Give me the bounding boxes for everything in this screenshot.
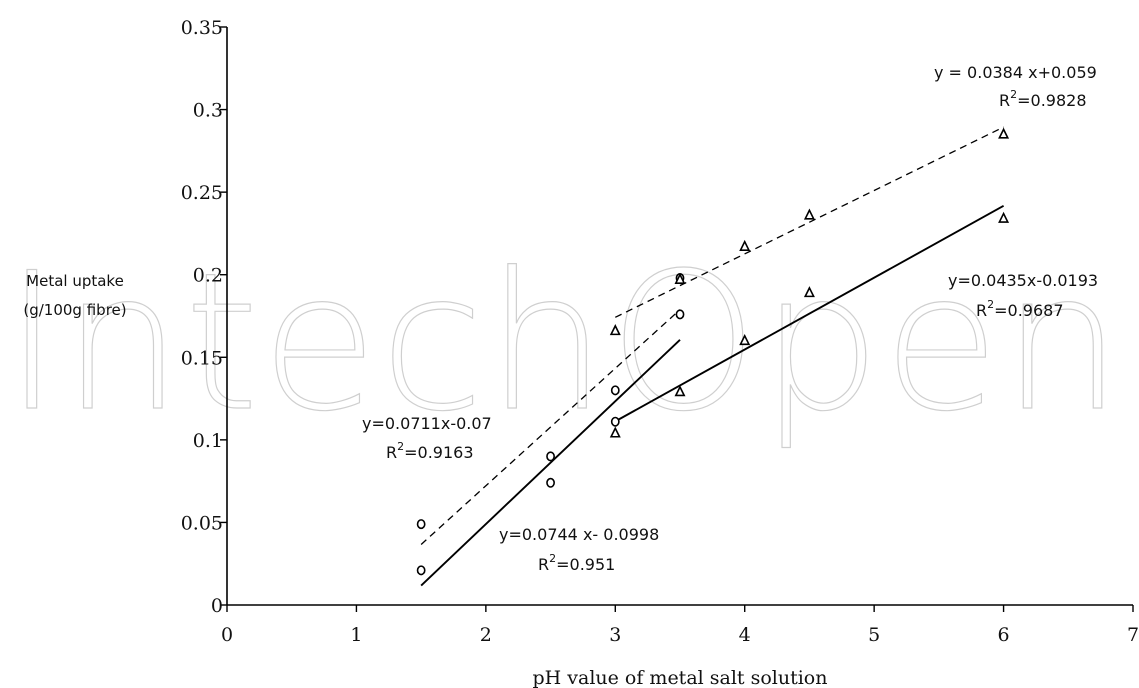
y-tick-label: 0.35 bbox=[181, 17, 223, 39]
data-point-circle bbox=[675, 309, 685, 320]
y-tick-label: 0.05 bbox=[181, 512, 223, 534]
data-point-triangle bbox=[674, 272, 686, 284]
r2-value: =0.951 bbox=[556, 555, 615, 574]
data-point-triangle bbox=[998, 127, 1010, 139]
annotation-dashed-circle: y=0.0711x-0.07 R2=0.9163 bbox=[362, 414, 492, 462]
y-tick-label: 0.3 bbox=[193, 100, 223, 122]
r2-label: R2=0.9163 bbox=[386, 440, 474, 462]
y-tick-label: 0.25 bbox=[181, 182, 223, 204]
y-axis-title-line-2: (g/100g fibre) bbox=[23, 301, 126, 319]
y-tick-label: 0.1 bbox=[193, 430, 223, 452]
x-tick-label: 3 bbox=[609, 624, 621, 646]
data-point-triangle bbox=[609, 426, 621, 438]
data-point-circle bbox=[610, 416, 620, 427]
r2-label: R2=0.9687 bbox=[976, 298, 1064, 320]
equation-label: y = 0.0384 x+0.059 bbox=[934, 63, 1097, 82]
x-tick-label: 0 bbox=[221, 624, 233, 646]
data-point-triangle bbox=[674, 385, 686, 397]
r2-value: =0.9687 bbox=[994, 301, 1063, 320]
data-point-circle bbox=[416, 565, 426, 576]
equation-label: y=0.0435x-0.0193 bbox=[948, 271, 1098, 290]
x-tick-label: 7 bbox=[1127, 624, 1139, 646]
x-tick-label: 5 bbox=[868, 624, 880, 646]
annotation-solid-triangle: y=0.0435x-0.0193 R2=0.9687 bbox=[948, 271, 1098, 320]
x-tick-label: 1 bbox=[350, 624, 362, 646]
data-point-circle bbox=[416, 519, 426, 530]
r2-value: =0.9163 bbox=[404, 443, 473, 462]
data-points bbox=[416, 127, 1010, 576]
trendline-dashed bbox=[420, 309, 681, 545]
data-point-circle bbox=[610, 385, 620, 396]
data-point-circle bbox=[546, 451, 555, 462]
y-tick-label: 0.2 bbox=[193, 265, 223, 287]
trendline-solid bbox=[420, 339, 681, 587]
x-tick-label: 4 bbox=[739, 624, 751, 646]
r2-label: R2=0.951 bbox=[538, 552, 615, 574]
annotation-solid-circle: y=0.0744 x- 0.0998 R2=0.951 bbox=[499, 525, 659, 574]
data-point-triangle bbox=[609, 324, 621, 336]
equation-label: y=0.0744 x- 0.0998 bbox=[499, 525, 659, 544]
annotation-dashed-triangle: y = 0.0384 x+0.059 R2=0.9828 bbox=[934, 63, 1097, 110]
x-tick-label: 2 bbox=[480, 624, 492, 646]
data-point-triangle bbox=[803, 208, 815, 220]
equation-label: y=0.0711x-0.07 bbox=[362, 414, 492, 433]
data-point-triangle bbox=[998, 211, 1010, 223]
y-axis-title-line-1: Metal uptake bbox=[26, 272, 124, 290]
data-point-triangle bbox=[803, 286, 815, 298]
axes bbox=[226, 27, 1133, 606]
r2-value: =0.9828 bbox=[1017, 91, 1086, 110]
r2-label: R2=0.9828 bbox=[999, 88, 1087, 110]
x-tick-label: 6 bbox=[998, 624, 1010, 646]
watermark-logo: IntechOpen bbox=[4, 232, 1124, 453]
data-point-circle bbox=[546, 477, 555, 488]
y-tick-label: 0 bbox=[211, 595, 223, 617]
data-point-triangle bbox=[739, 239, 751, 251]
trendline-dashed bbox=[614, 126, 1004, 318]
y-tick-label: 0.15 bbox=[181, 347, 223, 369]
data-point-triangle bbox=[739, 333, 751, 346]
ticks: 0 1 2 3 4 5 6 7 0 0.05 0.1 0.15 0.2 0.25 0.3 0.35 bbox=[181, 17, 1139, 646]
x-axis-title: pH value of metal salt solution bbox=[532, 667, 827, 688]
